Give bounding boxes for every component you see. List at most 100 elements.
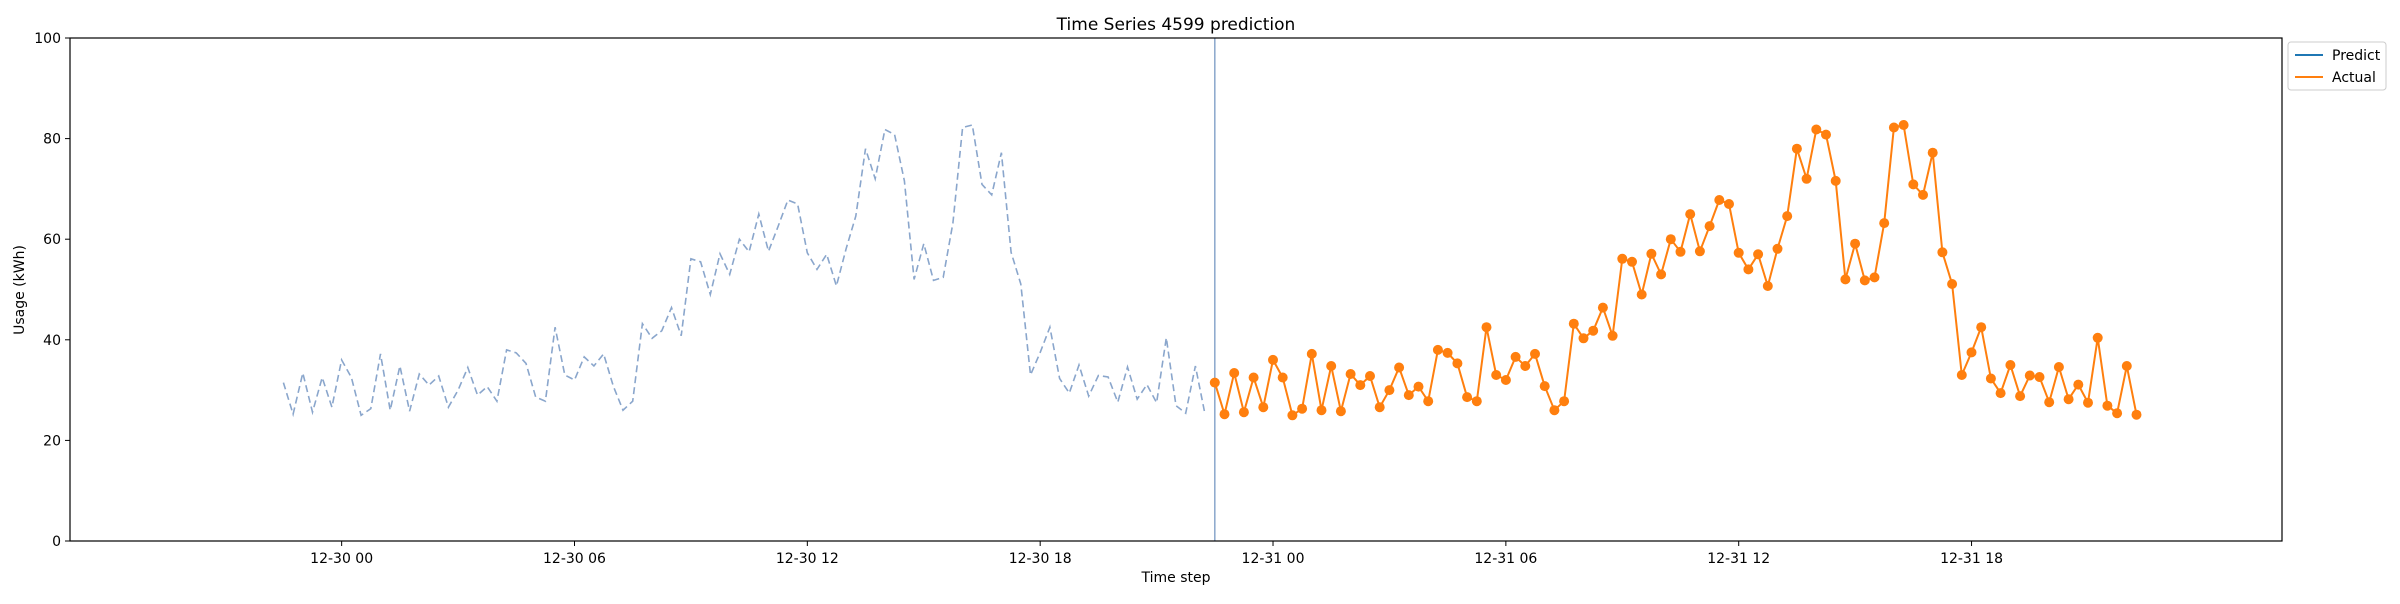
actual-point [1268, 354, 1278, 365]
x-tick-label: 12-30 06 [543, 551, 606, 567]
actual-point [1685, 209, 1696, 220]
history-line [282, 124, 1206, 418]
actual-point [1481, 322, 1492, 333]
actual-point [1491, 370, 1502, 380]
actual-point [1908, 179, 1919, 190]
actual-point [1500, 375, 1511, 385]
plot-area [282, 38, 2142, 541]
x-tick-label: 12-30 18 [1009, 551, 1072, 567]
actual-point [1927, 147, 1938, 158]
actual-point [1869, 272, 1880, 283]
actual-point [1462, 392, 1473, 403]
plot-frame [69, 37, 2283, 542]
actual-point [1277, 372, 1288, 383]
actual-point [1520, 361, 1531, 371]
actual-point [1229, 368, 1240, 378]
y-tick-label: 100 [34, 31, 61, 47]
actual-point [2044, 397, 2055, 408]
y-tick-label: 40 [43, 333, 61, 349]
actual-point [2034, 372, 2045, 382]
x-tick-label: 12-31 12 [1707, 551, 1770, 567]
x-axis-label: Time step [1141, 570, 1211, 586]
actual-point [1394, 362, 1405, 373]
actual-point [1297, 403, 1308, 414]
x-tick-label: 12-31 18 [1940, 551, 2003, 567]
actual-point [1840, 274, 1851, 285]
actual-point [1374, 402, 1385, 413]
actual-point [2092, 332, 2103, 343]
actual-point [1384, 385, 1395, 396]
x-tick-label: 12-30 12 [776, 551, 839, 567]
actual-point [2063, 394, 2074, 405]
actual-point [1287, 410, 1298, 421]
actual-point [1762, 281, 1773, 291]
actual-point [1306, 348, 1317, 359]
actual-point [1791, 143, 1802, 154]
actual-point [1918, 189, 1928, 200]
actual-point [1559, 396, 1570, 407]
actual-point [1432, 344, 1443, 355]
actual-point [1510, 351, 1521, 362]
actual-point [1811, 124, 1822, 135]
actual-point [1530, 348, 1540, 359]
actual-point [2005, 360, 2016, 370]
y-ticks: 0 20 40 60 80 100 [34, 31, 70, 550]
actual-point [1830, 175, 1841, 186]
actual-point [1248, 372, 1259, 383]
y-tick-label: 80 [43, 132, 61, 148]
actual-point [1772, 243, 1783, 254]
actual-point [1452, 358, 1463, 369]
actual-point [1471, 396, 1482, 407]
actual-point [1821, 129, 1831, 140]
actual-point [1995, 388, 2006, 399]
actual-point [1355, 380, 1366, 391]
actual-point [1636, 289, 1647, 300]
actual-point [2112, 408, 2123, 419]
actual-point [2083, 397, 2093, 408]
actual-point [1326, 361, 1337, 371]
actual-point [1597, 302, 1608, 313]
actual-point [2053, 362, 2064, 372]
actual-point [1976, 322, 1987, 333]
actual-point [1258, 402, 1269, 413]
legend-label-predict: Predict [2332, 48, 2381, 64]
x-tick-label: 12-31 00 [1242, 551, 1305, 567]
actual-point [1442, 347, 1453, 358]
actual-point [1966, 347, 1977, 358]
actual-point [1743, 264, 1754, 275]
actual-point [1617, 253, 1628, 264]
actual-point [2024, 370, 2035, 381]
actual-point [1316, 405, 1327, 416]
actual-point [1753, 249, 1764, 260]
chart-title: Time Series 4599 prediction [1056, 15, 1296, 35]
y-tick-label: 60 [43, 232, 61, 248]
actual-point [1413, 381, 1424, 392]
legend: Predict Actual [2287, 41, 2387, 91]
actual-point [1859, 275, 1870, 286]
y-tick-label: 20 [43, 433, 61, 449]
actual-point [1365, 371, 1375, 381]
actual-point [2073, 379, 2084, 390]
actual-point [1627, 256, 1637, 267]
actual-point [1646, 248, 1657, 259]
actual-point [2131, 409, 2142, 420]
actual-point [1850, 238, 1861, 249]
actual-point [1704, 221, 1715, 232]
actual-point [1568, 318, 1579, 329]
actual-point [2015, 391, 2026, 402]
actual-point [1947, 279, 1958, 289]
y-axis-label: Usage (kWh) [12, 245, 28, 335]
actual-point [1219, 409, 1230, 420]
actual-point [1238, 407, 1249, 418]
y-tick-label: 0 [52, 534, 61, 550]
actual-point [1937, 247, 1948, 258]
actual-point [1888, 122, 1899, 133]
actual-point [2102, 400, 2113, 411]
actual-point [1985, 373, 1996, 384]
actual-point [1675, 246, 1686, 257]
actual-point [1209, 377, 1220, 388]
actual-point [1665, 234, 1676, 245]
actual-point [1694, 246, 1705, 257]
actual-point [1956, 370, 1967, 380]
